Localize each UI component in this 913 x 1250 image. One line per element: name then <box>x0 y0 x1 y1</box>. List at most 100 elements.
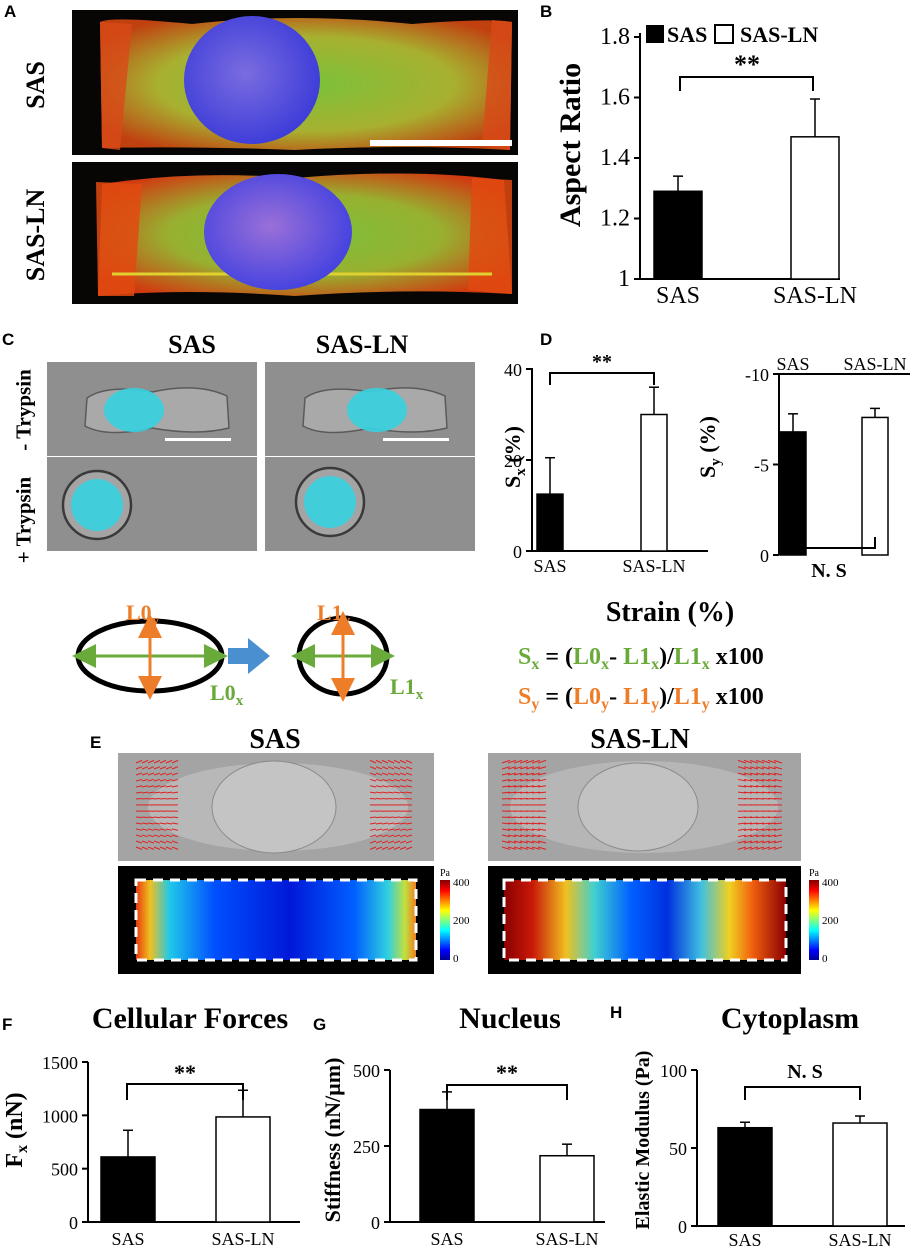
y-tick-label: -5 <box>754 456 769 476</box>
chart-f-title: Cellular Forces <box>91 1002 289 1035</box>
bar-sas <box>779 431 807 556</box>
row-label-sas: SAS <box>21 61 50 109</box>
chart-h-significance: N. S <box>787 1061 823 1083</box>
colorbar-tick: 200 <box>822 915 839 927</box>
x-tick-label: SAS-LN <box>535 1229 598 1249</box>
x-tick-label: SAS <box>111 1229 144 1249</box>
panel-label-e: E <box>90 733 102 752</box>
scale-bar <box>370 140 512 146</box>
y-tick-label: 0 <box>760 546 769 566</box>
y-tick-label: 1000 <box>42 1106 78 1126</box>
chart-b-bracket <box>679 76 814 91</box>
nucleus <box>347 388 407 432</box>
strain-equations: Sx = (L0x- L1x)/L1x x100 Sy = (L0y- L1y)… <box>518 644 764 713</box>
y-tick-label: 0 <box>371 1213 380 1233</box>
colorbar-unit: Pa <box>440 868 451 879</box>
panel-label-c: C <box>2 330 15 349</box>
panel-c-row-plus: + Trypsin <box>11 476 36 564</box>
panel-c-row-minus: - Trypsin <box>11 369 36 451</box>
traction-vectors-sas-ln <box>488 753 801 861</box>
chart-h: Elastic Modulus (Pa) 0 50 100 SAS SAS-LN N.… <box>632 1051 905 1250</box>
x-tick-label: SAS-LN <box>773 283 857 309</box>
y-tick-label: 0 <box>513 542 522 562</box>
brightfield-sas-minus <box>47 362 257 456</box>
y-tick-label: 1.2 <box>600 206 630 232</box>
chart-d-sx-significance: ** <box>592 352 612 373</box>
brightfield-sas-ln-minus <box>265 362 475 456</box>
nucleus <box>304 476 356 528</box>
bar-sas <box>100 1156 156 1223</box>
chart-d-sx-ylabel: Sx (%) <box>500 426 529 488</box>
colorbar-tick: 400 <box>453 877 470 889</box>
legend-swatch-sas <box>646 25 664 43</box>
traction-heatmap-sas <box>118 866 434 974</box>
strain-diagram: L0y L0x L1y L1x <box>72 600 424 708</box>
fluorescence-image-sas-ln <box>72 162 518 304</box>
bar-sas <box>419 1108 475 1223</box>
chart-d-sy-bracket <box>794 537 876 549</box>
colorbar-tick: 400 <box>822 877 839 889</box>
chart-f: Fx (nN) 0 500 1000 1500 SAS SAS-LN ** <box>2 1053 300 1249</box>
chart-d-sx-bracket <box>549 372 655 385</box>
chart-g: Stiffness (nN/µm) 0 250 500 SAS SAS-LN ** <box>320 1058 605 1249</box>
x-tick-label: SAS <box>776 354 809 374</box>
panel-c-col-sas-ln: SAS-LN <box>315 330 409 359</box>
chart-h-bracket <box>744 1086 861 1100</box>
chart-d-sy: Sy (%) 0 -5 -10 SAS SAS-LN N. S <box>695 354 910 582</box>
bar-sas-ln <box>861 416 889 556</box>
y-tick-label: 0 <box>69 1213 78 1233</box>
y-tick-label: 250 <box>353 1137 380 1157</box>
colorbar-tick: 0 <box>822 953 828 965</box>
bar-sas <box>717 1126 773 1227</box>
x-tick-label: SAS <box>728 1230 761 1250</box>
chart-h-ylabel: Elastic Modulus (Pa) <box>632 1051 654 1230</box>
legend-label-sas-ln: SAS-LN <box>740 22 818 47</box>
panel-label-b: B <box>540 2 553 21</box>
bar-sas-ln <box>790 136 840 280</box>
bar-sas-ln <box>215 1116 271 1223</box>
x-tick-label: SAS <box>656 283 700 309</box>
y-tick-label: -10 <box>745 365 769 385</box>
y-tick-label: 500 <box>353 1061 380 1081</box>
chart-g-significance: ** <box>496 1060 518 1085</box>
x-tick-label: SAS-LN <box>211 1229 274 1249</box>
strain-title: Strain (%) <box>605 597 735 628</box>
x-tick-label: SAS-LN <box>828 1230 891 1250</box>
chart-g-ylabel: Stiffness (nN/µm) <box>320 1058 345 1223</box>
label-l1y: L1y <box>317 600 351 629</box>
brightfield-sas-ln-plus <box>265 457 475 551</box>
panel-label-d: D <box>540 330 553 349</box>
panel-label-g: G <box>313 1015 327 1034</box>
label-l0x: L0x <box>210 680 244 708</box>
y-tick-label: 1.4 <box>600 145 630 171</box>
colorbar-tick: 0 <box>453 953 459 965</box>
chart-f-ylabel: Fx (nN) <box>2 1092 31 1167</box>
chart-d-sy-significance: N. S <box>811 560 847 582</box>
chart-d-sx: Sx (%) 0 20 40 SAS SAS-LN ** <box>500 352 708 576</box>
fluorescence-image-sas <box>72 10 518 155</box>
y-tick-label: 100 <box>660 1061 687 1081</box>
panel-e-title-sas: SAS <box>249 724 301 755</box>
colorbar-sas-ln: Pa 400 200 0 <box>809 868 839 965</box>
y-tick-label: 1500 <box>42 1053 78 1073</box>
nucleus <box>104 388 164 432</box>
row-label-sas-ln: SAS-LN <box>21 188 50 282</box>
y-tick-label: 40 <box>504 360 522 380</box>
y-tick-label: 500 <box>51 1160 78 1180</box>
chart-h-title: Cytoplasm <box>720 1002 860 1035</box>
x-tick-label: SAS-LN <box>843 354 906 374</box>
colorbar-tick: 200 <box>453 915 470 927</box>
panel-label-f: F <box>2 1015 13 1034</box>
legend-swatch-sas-ln <box>714 24 734 44</box>
y-tick-label: 1.6 <box>600 85 630 111</box>
y-tick-label: 50 <box>669 1139 687 1159</box>
bar-sas-ln <box>640 413 668 552</box>
x-tick-label: SAS <box>430 1229 463 1249</box>
chart-g-title: Nucleus <box>459 1002 561 1035</box>
chart-b: Aspect Ratio 1 1.2 1.4 1.6 1.8 SAS SAS-LN SAS… <box>554 22 857 309</box>
bar-sas <box>653 190 703 280</box>
panel-label-h: H <box>610 1003 623 1022</box>
chart-b-significance: ** <box>734 50 760 79</box>
legend-label-sas: SAS <box>667 22 707 47</box>
bar-sas <box>536 493 564 552</box>
